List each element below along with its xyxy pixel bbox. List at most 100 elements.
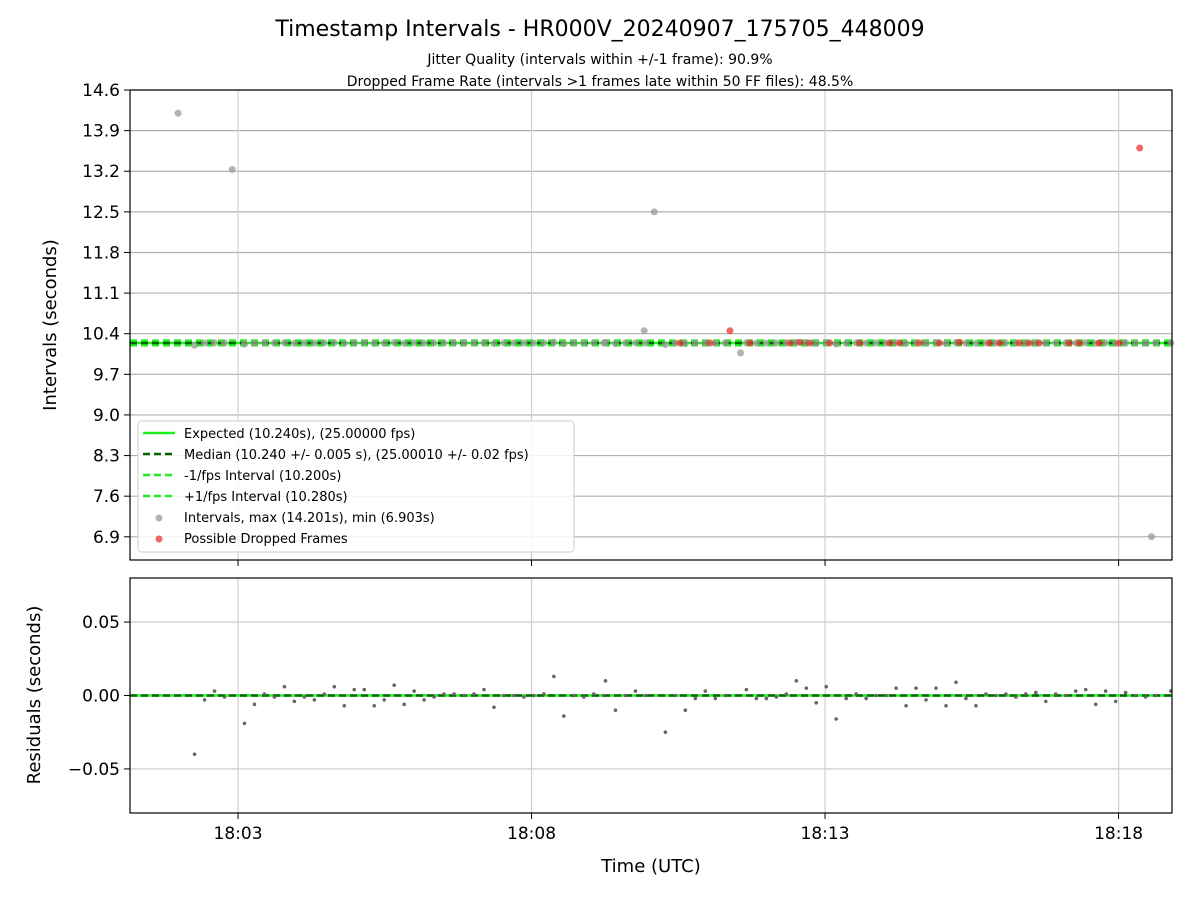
interval-point (540, 339, 548, 347)
residual-point (713, 696, 718, 701)
residual-point (422, 698, 426, 702)
interval-point (1082, 339, 1090, 347)
interval-point-outlier (640, 327, 648, 335)
residual-point (542, 692, 546, 696)
interval-point (902, 339, 910, 347)
dropped-frame-point (706, 339, 714, 347)
interval-point (962, 339, 970, 347)
residual-point (522, 695, 526, 699)
residual-point (663, 730, 668, 735)
interval-point (201, 339, 209, 347)
interval-point (470, 339, 478, 347)
residuals-x-tick-label: 18:18 (1094, 824, 1143, 844)
interval-point-outlier (737, 349, 745, 357)
residual-point (864, 696, 868, 701)
interval-point (590, 339, 598, 347)
residual-point (1053, 692, 1058, 696)
intervals-y-axis-label: Intervals (seconds) (40, 239, 61, 411)
intervals-plot-frame (129, 89, 1173, 561)
residual-point (764, 696, 769, 701)
residual-point (964, 696, 968, 701)
residuals-x-axis-label: Time (UTC) (600, 856, 701, 877)
intervals-y-tick-label: 11.1 (82, 284, 120, 304)
intervals-y-tick-label: 8.3 (93, 447, 120, 467)
dropped-frame-point (985, 339, 993, 347)
residual-point (372, 703, 377, 708)
interval-point (1102, 339, 1110, 347)
residual-point (1014, 695, 1018, 699)
dropped-frame-point (746, 339, 754, 347)
residual-point (352, 687, 357, 692)
interval-point (380, 339, 388, 347)
residuals-x-tick-label: 18:08 (507, 824, 556, 844)
interval-point (681, 340, 689, 348)
dropped-frame-point (1065, 339, 1073, 347)
residual-point (1123, 690, 1128, 695)
residuals-y-tick-label: 0.05 (82, 613, 120, 633)
intervals-y-tick-label: 14.6 (82, 81, 120, 101)
residual-point (904, 703, 908, 708)
dropped-frame-point (806, 339, 814, 347)
dropped-frame-point (826, 339, 834, 347)
interval-point (872, 339, 880, 347)
interval-point (611, 340, 619, 348)
interval-point (480, 339, 488, 347)
dropped-frame-point (1015, 339, 1023, 347)
residual-point (984, 692, 988, 696)
interval-point (812, 339, 820, 347)
dropped-frame-point (916, 339, 924, 347)
chart-title: Timestamp Intervals - HR000V_20240907_17… (274, 17, 924, 42)
interval-point-outlier (174, 109, 182, 117)
residual-point (954, 680, 958, 685)
dropped-frame-point (786, 339, 794, 347)
dropped-frame-point (896, 339, 904, 347)
residual-point (572, 693, 576, 698)
residual-point (633, 689, 638, 693)
interval-point (280, 339, 288, 347)
residuals-points (192, 674, 1173, 757)
intervals-y-tick-label: 10.4 (82, 325, 120, 345)
interval-point (400, 339, 408, 347)
residual-point (623, 693, 628, 698)
intervals-y-tick-label: 12.5 (82, 203, 120, 223)
residuals-plot-frame (129, 577, 1173, 814)
interval-point (390, 339, 398, 347)
residual-point (1103, 689, 1108, 693)
residual-point (452, 692, 456, 696)
residual-point (613, 708, 618, 712)
residual-point (1004, 692, 1008, 696)
interval-point (550, 338, 558, 346)
residual-point (532, 693, 536, 698)
dropped-frame-point (886, 339, 894, 347)
residual-point (1043, 699, 1048, 704)
interval-point (240, 340, 248, 348)
legend-swatch-dropped (155, 535, 163, 543)
residual-point (552, 674, 556, 679)
residual-point (492, 705, 496, 710)
residual-point (754, 696, 759, 701)
residual-point (392, 683, 396, 688)
residual-point (924, 698, 928, 702)
residual-point (1133, 693, 1138, 698)
residual-point (834, 717, 839, 721)
intervals-y-tick-label: 7.6 (93, 487, 120, 507)
residual-point (683, 708, 688, 712)
dropped-frame-point (676, 339, 684, 347)
interval-point (300, 339, 308, 347)
residual-point (643, 693, 648, 698)
residuals-x-ticks: 18:03 18:08 18:13 18:18 (214, 813, 1143, 844)
residual-point (884, 693, 888, 698)
dropped-frame-point (1075, 339, 1083, 347)
interval-point (602, 338, 610, 346)
residual-point (302, 695, 307, 699)
interval-point (490, 339, 498, 347)
interval-point (721, 339, 729, 347)
legend-entry-dropped: Possible Dropped Frames (184, 532, 348, 547)
residual-point (192, 752, 197, 757)
intervals-y-tick-label: 9.7 (93, 365, 120, 385)
residual-point (693, 696, 698, 701)
residual-point (804, 686, 809, 690)
residual-point (601, 693, 606, 698)
residual-point (442, 692, 446, 696)
